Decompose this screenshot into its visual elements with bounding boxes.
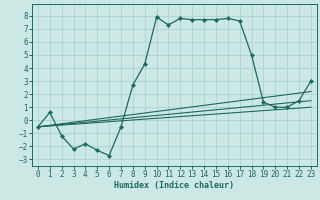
X-axis label: Humidex (Indice chaleur): Humidex (Indice chaleur) — [115, 181, 234, 190]
